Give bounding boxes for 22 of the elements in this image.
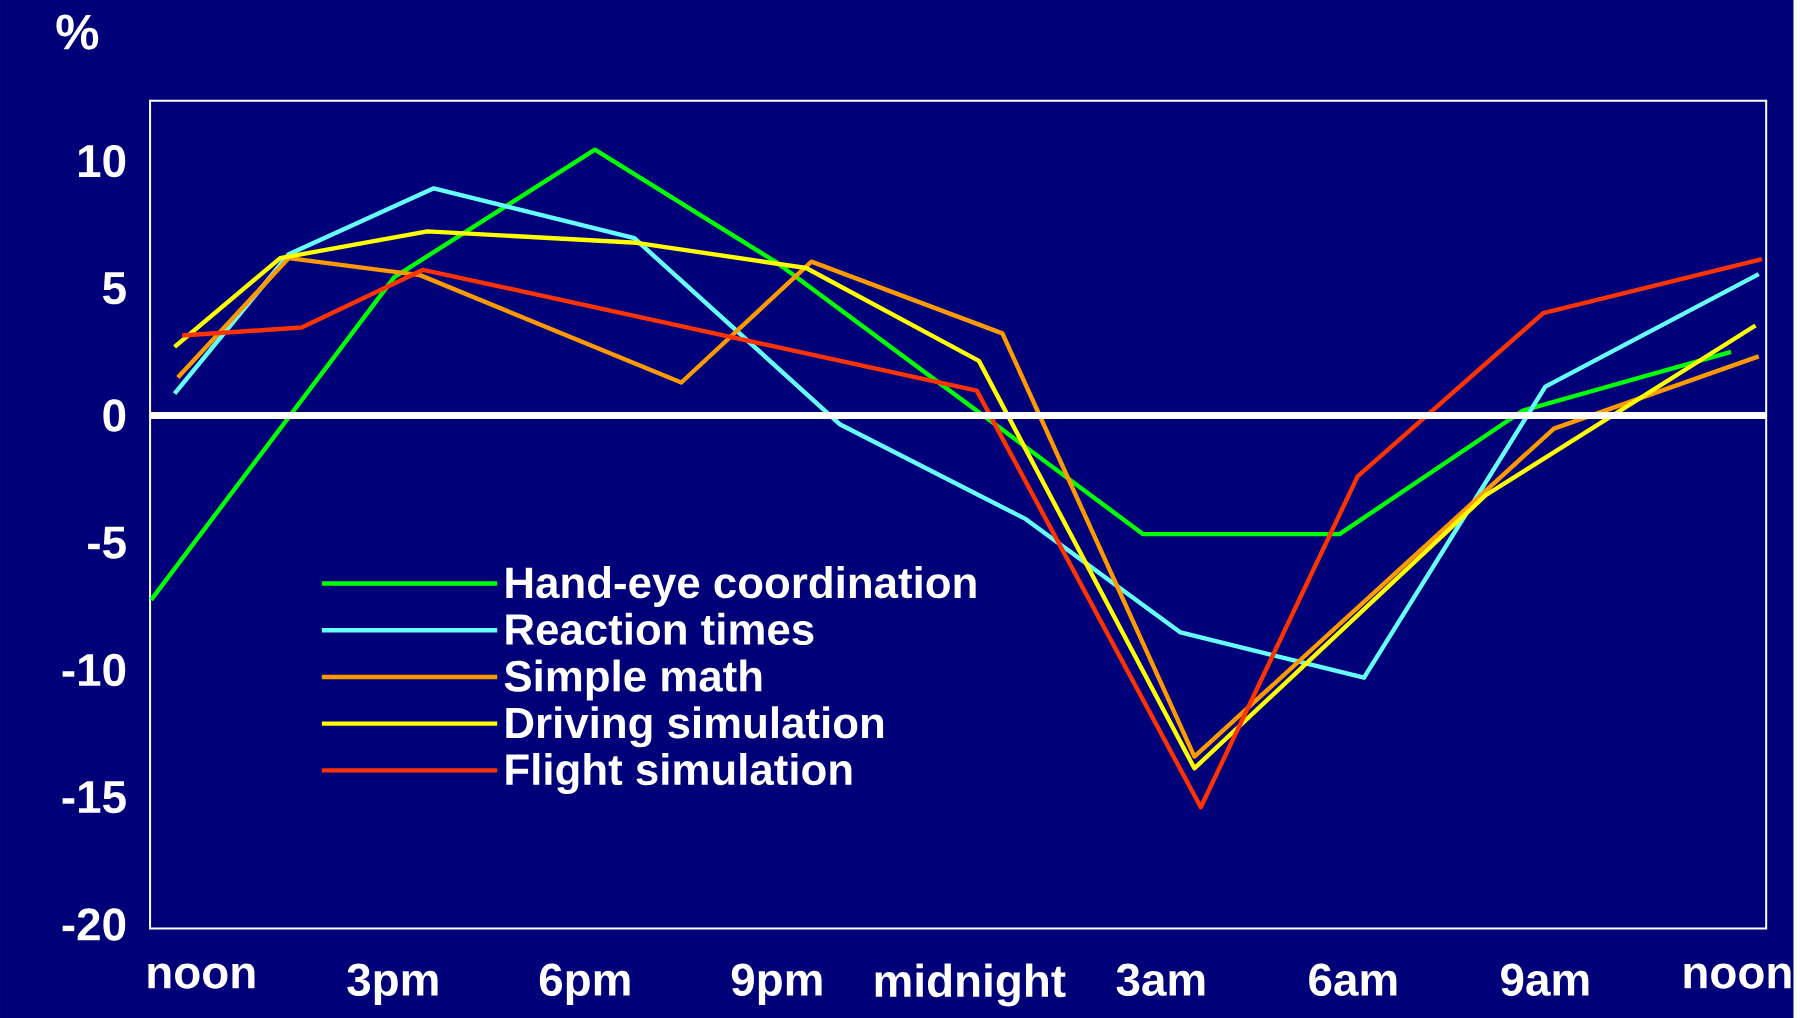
x-tick-label: midnight [875, 963, 1066, 1007]
y-tick-label: -10 [62, 653, 126, 687]
x-tick-label: noon [148, 963, 255, 989]
x-tick-label: 9am [1501, 963, 1589, 996]
y-tick-label: -15 [62, 781, 126, 814]
y-tick-label: 10 [78, 144, 126, 178]
y-axis-title: % [56, 14, 99, 50]
x-tick-label: 6pm [539, 963, 630, 1005]
x-tick-label: noon [1684, 963, 1791, 989]
y-tick-label: -20 [62, 908, 126, 941]
legend-label: Simple math [504, 659, 762, 701]
x-tick-label: 3pm [347, 963, 438, 1005]
legend-label: Hand-eye coordination [506, 565, 976, 607]
y-tick-label: 5 [103, 272, 126, 305]
legend-label: Reaction times [506, 612, 814, 645]
y-tick-label: -5 [88, 526, 126, 559]
legend-label: Flight simulation [506, 752, 852, 794]
x-tick-label: 6am [1309, 963, 1397, 996]
x-tick-label: 9pm [731, 963, 822, 1005]
x-tick-label: 3am [1116, 963, 1205, 996]
y-tick-label: 0 [103, 399, 126, 432]
legend-label: Driving simulation [506, 706, 884, 748]
